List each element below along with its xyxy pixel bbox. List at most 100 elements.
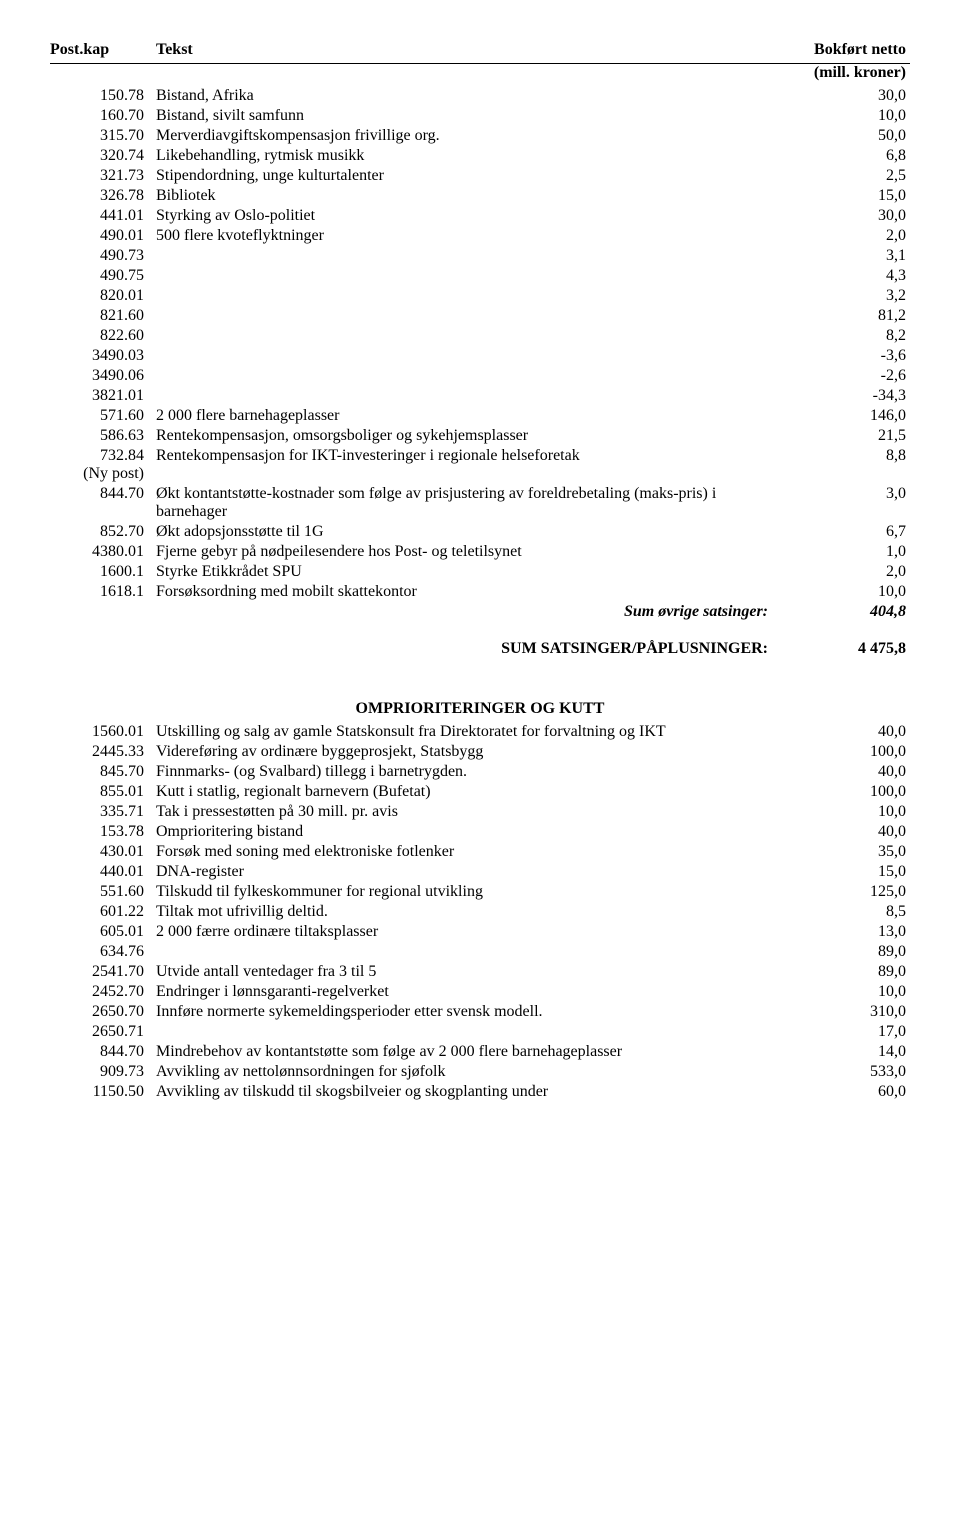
- cell-tekst: Tiltak mot ufrivillig deltid.: [152, 902, 772, 922]
- cell-value: 21,5: [772, 426, 910, 446]
- cell-kap: 321.73: [50, 166, 152, 186]
- cell-tekst: [152, 266, 772, 286]
- header-row: Post.kap Tekst Bokført netto: [50, 40, 910, 64]
- cell-tekst: DNA-register: [152, 862, 772, 882]
- cell-kap: 586.63: [50, 426, 152, 446]
- cell-value: 533,0: [772, 1062, 910, 1082]
- cell-value: 10,0: [772, 802, 910, 822]
- cell-tekst: Tilskudd til fylkeskommuner for regional…: [152, 882, 772, 902]
- cell-kap: 490.75: [50, 266, 152, 286]
- cell-tekst: Økt kontantstøtte-kostnader som følge av…: [152, 484, 772, 522]
- cell-kap: 845.70: [50, 762, 152, 782]
- cell-tekst: Avvikling av tilskudd til skogsbilveier …: [152, 1082, 772, 1102]
- cell-kap: 315.70: [50, 126, 152, 146]
- cell-tekst: [152, 942, 772, 962]
- table-row: 855.01Kutt i statlig, regionalt barnever…: [50, 782, 910, 802]
- cell-tekst: Finnmarks- (og Svalbard) tillegg i barne…: [152, 762, 772, 782]
- table-row: 601.22Tiltak mot ufrivillig deltid.8,5: [50, 902, 910, 922]
- header-row-2: (mill. kroner): [50, 64, 910, 87]
- table-row: 150.78Bistand, Afrika30,0: [50, 86, 910, 106]
- table-row: 1600.1Styrke Etikkrådet SPU2,0: [50, 562, 910, 582]
- table-row: 1618.1Forsøksordning med mobilt skatteko…: [50, 582, 910, 602]
- table-row: 852.70Økt adopsjonsstøtte til 1G6,7: [50, 522, 910, 542]
- table-row: 160.70Bistand, sivilt samfunn10,0: [50, 106, 910, 126]
- cell-value: 3,1: [772, 246, 910, 266]
- cell-tekst: Videreføring av ordinære byggeprosjekt, …: [152, 742, 772, 762]
- cell-value: 1,0: [772, 542, 910, 562]
- cell-kap: 2541.70: [50, 962, 152, 982]
- cell-value: 13,0: [772, 922, 910, 942]
- cell-kap: 2650.70: [50, 1002, 152, 1022]
- cell-kap: 571.60: [50, 406, 152, 426]
- cell-tekst: Tak i pressestøtten på 30 mill. pr. avis: [152, 802, 772, 822]
- table-row: 844.70Økt kontantstøtte-kostnader som fø…: [50, 484, 910, 522]
- cell-tekst: [152, 366, 772, 386]
- section-2-title-row: OMPRIORITERINGER OG KUTT: [50, 676, 910, 722]
- table-row: 490.01500 flere kvoteflyktninger2,0: [50, 226, 910, 246]
- table-row: 1560.01Utskilling og salg av gamle Stats…: [50, 722, 910, 742]
- table-row: 821.60 81,2: [50, 306, 910, 326]
- cell-value: 146,0: [772, 406, 910, 426]
- cell-tekst: Likebehandling, rytmisk musikk: [152, 146, 772, 166]
- cell-value: 10,0: [772, 106, 910, 126]
- cell-tekst: Rentekompensasjon for IKT-investeringer …: [152, 446, 772, 484]
- cell-tekst: Innføre normerte sykemeldingsperioder et…: [152, 1002, 772, 1022]
- table-row: 822.608,2: [50, 326, 910, 346]
- cell-kap: 490.01: [50, 226, 152, 246]
- cell-kap: 4380.01: [50, 542, 152, 562]
- table-row: 441.01Styrking av Oslo-politiet30,0: [50, 206, 910, 226]
- table-row: 315.70Merverdiavgiftskompensasjon frivil…: [50, 126, 910, 146]
- table-row: 490.733,1: [50, 246, 910, 266]
- cell-value: 6,7: [772, 522, 910, 542]
- cell-tekst: 2 000 flere barnehageplasser: [152, 406, 772, 426]
- table-row: 2650.70Innføre normerte sykemeldingsperi…: [50, 1002, 910, 1022]
- cell-kap: 844.70: [50, 1042, 152, 1062]
- table-row: 732.84 (Ny post)Rentekompensasjon for IK…: [50, 446, 910, 484]
- header-kap: Post.kap: [50, 40, 152, 64]
- sum-row-1: Sum øvrige satsinger: 404,8: [50, 602, 910, 622]
- cell-kap: 1618.1: [50, 582, 152, 602]
- cell-kap: 855.01: [50, 782, 152, 802]
- cell-tekst: Avvikling av nettolønnsordningen for sjø…: [152, 1062, 772, 1082]
- table-row: 320.74Likebehandling, rytmisk musikk6,8: [50, 146, 910, 166]
- cell-tekst: [152, 386, 772, 406]
- cell-tekst: [152, 306, 772, 326]
- cell-value: -34,3: [772, 386, 910, 406]
- cell-value: 3,0: [772, 484, 910, 522]
- table-row: 2445.33Videreføring av ordinære byggepro…: [50, 742, 910, 762]
- cell-value: 30,0: [772, 86, 910, 106]
- cell-tekst: 2 000 færre ordinære tiltaksplasser: [152, 922, 772, 942]
- budget-table: Post.kap Tekst Bokført netto (mill. kron…: [50, 40, 910, 1102]
- table-row: 605.012 000 færre ordinære tiltaksplasse…: [50, 922, 910, 942]
- cell-kap: 821.60: [50, 306, 152, 326]
- cell-value: 30,0: [772, 206, 910, 226]
- cell-tekst: Omprioritering bistand: [152, 822, 772, 842]
- table-row: 335.71Tak i pressestøtten på 30 mill. pr…: [50, 802, 910, 822]
- table-row: 4380.01Fjerne gebyr på nødpeilesendere h…: [50, 542, 910, 562]
- cell-kap: 440.01: [50, 862, 152, 882]
- table-row: 3490.06-2,6: [50, 366, 910, 386]
- cell-tekst: Forsøksordning med mobilt skattekontor: [152, 582, 772, 602]
- cell-value: 35,0: [772, 842, 910, 862]
- cell-tekst: Utvide antall ventedager fra 3 til 5: [152, 962, 772, 982]
- table-row: 3821.01-34,3: [50, 386, 910, 406]
- cell-kap: 2452.70: [50, 982, 152, 1002]
- cell-tekst: Forsøk med soning med elektroniske fotle…: [152, 842, 772, 862]
- table-row: 1150.50Avvikling av tilskudd til skogsbi…: [50, 1082, 910, 1102]
- cell-value: 8,8: [772, 446, 910, 484]
- cell-value: 81,2: [772, 306, 910, 326]
- cell-kap: 153.78: [50, 822, 152, 842]
- cell-kap: 335.71: [50, 802, 152, 822]
- cell-value: 10,0: [772, 982, 910, 1002]
- cell-tekst: Bistand, Afrika: [152, 86, 772, 106]
- cell-value: 40,0: [772, 822, 910, 842]
- cell-tekst: Bistand, sivilt samfunn: [152, 106, 772, 126]
- cell-value: -3,6: [772, 346, 910, 366]
- cell-value: 6,8: [772, 146, 910, 166]
- cell-value: 3,2: [772, 286, 910, 306]
- table-row: 551.60Tilskudd til fylkeskommuner for re…: [50, 882, 910, 902]
- table-row: 2541.70Utvide antall ventedager fra 3 ti…: [50, 962, 910, 982]
- cell-tekst: Mindrebehov av kontantstøtte som følge a…: [152, 1042, 772, 1062]
- cell-tekst: Utskilling og salg av gamle Statskonsult…: [152, 722, 772, 742]
- header-val-unit: (mill. kroner): [772, 64, 910, 87]
